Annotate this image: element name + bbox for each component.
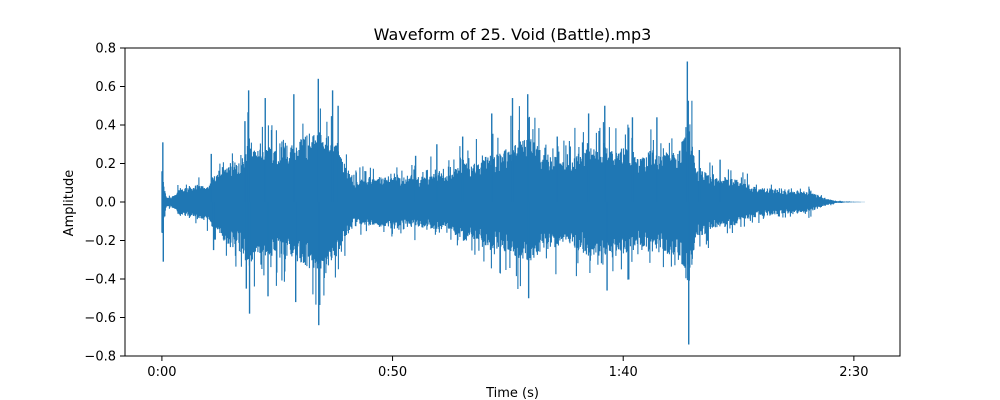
y-tick-label: 0.0 — [95, 196, 116, 211]
y-tick-label: −0.4 — [84, 273, 116, 288]
y-tick-label: 0.6 — [95, 80, 116, 95]
y-axis-label: Amplitude — [62, 170, 77, 237]
y-tick-label: 0.4 — [95, 119, 116, 134]
chart-title: Waveform of 25. Void (Battle).mp3 — [374, 25, 652, 44]
y-tick-label: −0.8 — [84, 350, 116, 365]
x-tick-label: 0:00 — [147, 365, 176, 380]
x-axis-label: Time (s) — [485, 386, 539, 400]
x-tick-label: 1:40 — [609, 365, 638, 380]
y-tick-label: 0.2 — [95, 157, 116, 172]
x-axis-ticks: 0:00 0:50 1:40 2:30 — [147, 356, 868, 380]
y-tick-label: 0.8 — [95, 42, 116, 57]
x-tick-label: 2:30 — [839, 365, 868, 380]
x-tick-label: 0:50 — [378, 365, 407, 380]
y-axis-ticks: −0.8 −0.6 −0.4 −0.2 0.0 0.2 0.4 0.6 0.8 — [84, 42, 125, 365]
y-tick-label: −0.6 — [84, 311, 116, 326]
y-tick-label: −0.2 — [84, 234, 116, 249]
plot-layer — [161, 61, 868, 345]
